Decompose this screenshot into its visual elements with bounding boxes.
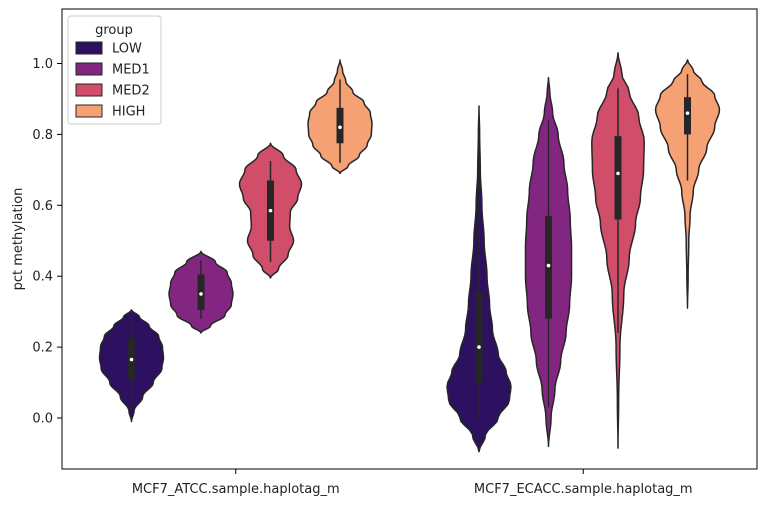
violin-iqr-box	[475, 292, 483, 383]
y-tick-label: 0.0	[32, 412, 53, 427]
violin-median-dot	[268, 208, 273, 213]
legend-label-med1: MED1	[112, 63, 150, 78]
violin-median-dot	[616, 171, 620, 176]
violin-high-1	[307, 59, 373, 175]
y-axis: 0.0 0.2 0.4 0.6 0.8 1.0	[32, 57, 62, 427]
violins-layer	[98, 52, 721, 453]
violin-med1-2	[524, 76, 573, 448]
y-tick-label: 0.8	[32, 128, 53, 143]
violin-median-dot	[685, 111, 690, 115]
violin-iqr-box	[684, 97, 691, 135]
legend-swatch-low	[75, 41, 103, 55]
violin-median-dot	[546, 263, 551, 268]
y-tick-label: 0.6	[32, 199, 53, 214]
legend-swatch-med1	[75, 62, 103, 76]
violin-median-dot	[129, 357, 134, 362]
violin-high-2	[654, 59, 721, 309]
plot-area-frame	[61, 8, 758, 470]
legend-title: group	[95, 23, 133, 38]
legend-label-low: LOW	[112, 42, 142, 57]
legend: group LOW MED1 MED2 HIGH	[67, 15, 162, 125]
legend-label-med2: MED2	[112, 84, 150, 99]
legend-swatch-high	[75, 104, 103, 118]
violin-low-1	[98, 309, 165, 423]
violin-median-dot	[338, 125, 342, 130]
y-tick-label: 0.2	[32, 341, 53, 356]
legend-items: LOW MED1 MED2 HIGH	[75, 41, 150, 120]
violin-body	[654, 59, 721, 309]
violin-med2-2	[591, 52, 645, 449]
y-tick-label: 1.0	[32, 57, 53, 72]
x-tick-label: MCF7_ECACC.sample.haplotag_m	[474, 482, 693, 497]
violin-low-2	[446, 105, 512, 453]
legend-swatch-med2	[75, 83, 103, 97]
x-tick-label: MCF7_ATCC.sample.haplotag_m	[132, 482, 340, 497]
violin-median-dot	[477, 345, 481, 349]
y-tick-label: 0.4	[32, 270, 53, 285]
violin-med1-1	[168, 250, 234, 334]
y-axis-label: pct methylation	[11, 188, 26, 291]
violin-iqr-box	[614, 136, 622, 220]
violin-median-dot	[199, 292, 203, 296]
legend-label-high: HIGH	[112, 105, 145, 120]
x-axis: MCF7_ATCC.sample.haplotag_m MCF7_ECACC.sa…	[132, 469, 693, 497]
violin-med2-1	[238, 142, 303, 279]
